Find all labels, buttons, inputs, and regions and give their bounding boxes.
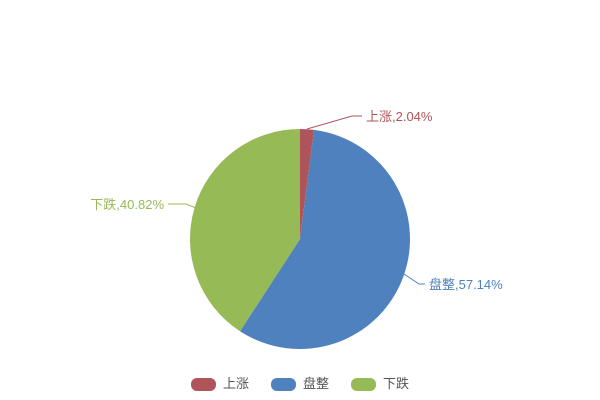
- pie-slice-fall[interactable]: [190, 129, 300, 332]
- legend-label-fall: 下跌: [383, 376, 410, 391]
- legend-item-consolidate[interactable]: 盘整: [270, 376, 329, 391]
- legend-item-fall[interactable]: 下跌: [351, 377, 409, 391]
- legend-label-consolidate: 盘整: [302, 376, 329, 391]
- leader-line-fall: [168, 203, 197, 209]
- legend-item-rise[interactable]: 上涨: [190, 376, 249, 391]
- legend-swatch-fall: [351, 377, 376, 391]
- slice-label-fall: 下跌,40.82%: [90, 197, 164, 212]
- pie-slice-consolidate[interactable]: [240, 129, 410, 349]
- leader-line-consolidate: [403, 273, 425, 285]
- legend-label-rise: 上涨: [222, 376, 249, 391]
- pie-slice-rise[interactable]: [300, 129, 315, 239]
- slice-label-rise: 上涨,2.04%: [366, 109, 433, 124]
- legend: 上涨 盘整 下跌: [0, 377, 600, 391]
- slice-label-consolidate: 盘整,57.14%: [429, 277, 503, 292]
- legend-swatch-consolidate: [270, 377, 296, 391]
- legend-swatch-rise: [190, 377, 216, 391]
- leader-line-rise: [306, 115, 362, 130]
